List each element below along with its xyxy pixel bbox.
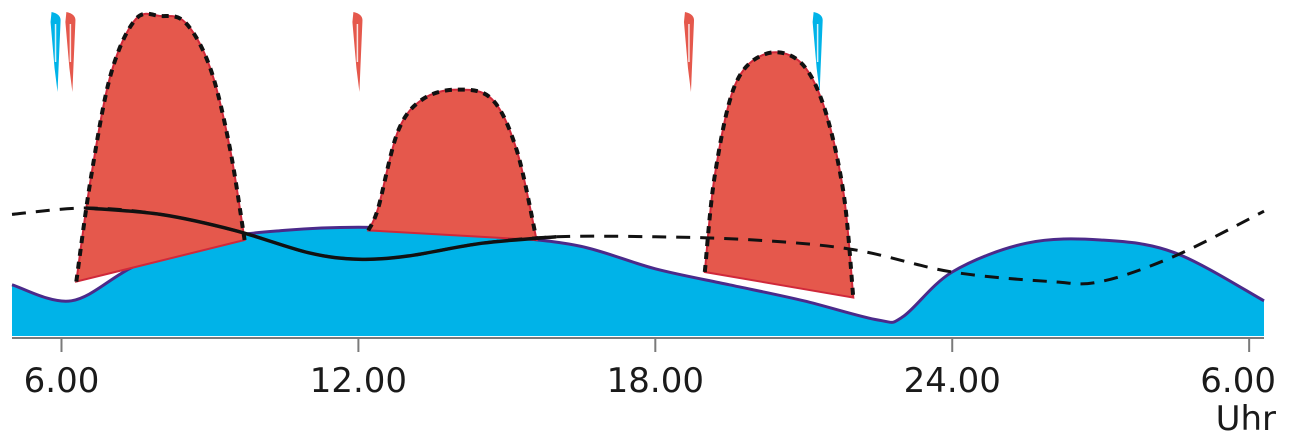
red-peak-1: [75, 12, 246, 283]
marker-1: [50, 12, 61, 92]
x-tick-label-5: 6.00: [1200, 361, 1276, 401]
x-axis-unit-label: Uhr: [1216, 399, 1276, 439]
x-tick-label-3: 18.00: [607, 361, 704, 401]
chart-lines: [11, 11, 1265, 298]
marker-5: [812, 12, 823, 92]
chart-areas: [11, 12, 1265, 336]
x-tick-label-4: 24.00: [904, 361, 1001, 401]
x-tick-label-2: 12.00: [310, 361, 407, 401]
marker-3: [352, 12, 363, 92]
red-peak-outline-2: [366, 87, 539, 241]
solid-curve: [86, 206, 557, 262]
x-axis-ticks: 6.00 12.00 18.00 24.00 6.00: [24, 338, 1276, 401]
marker-4: [683, 12, 695, 92]
x-tick-label-1: 6.00: [24, 361, 100, 401]
red-peak-outline-3: [702, 50, 856, 298]
red-peak-3: [703, 51, 855, 299]
marker-2: [65, 12, 76, 92]
dashed-curve: [11, 206, 1265, 286]
chart-markers: [50, 12, 823, 92]
red-peak-2: [366, 88, 538, 242]
